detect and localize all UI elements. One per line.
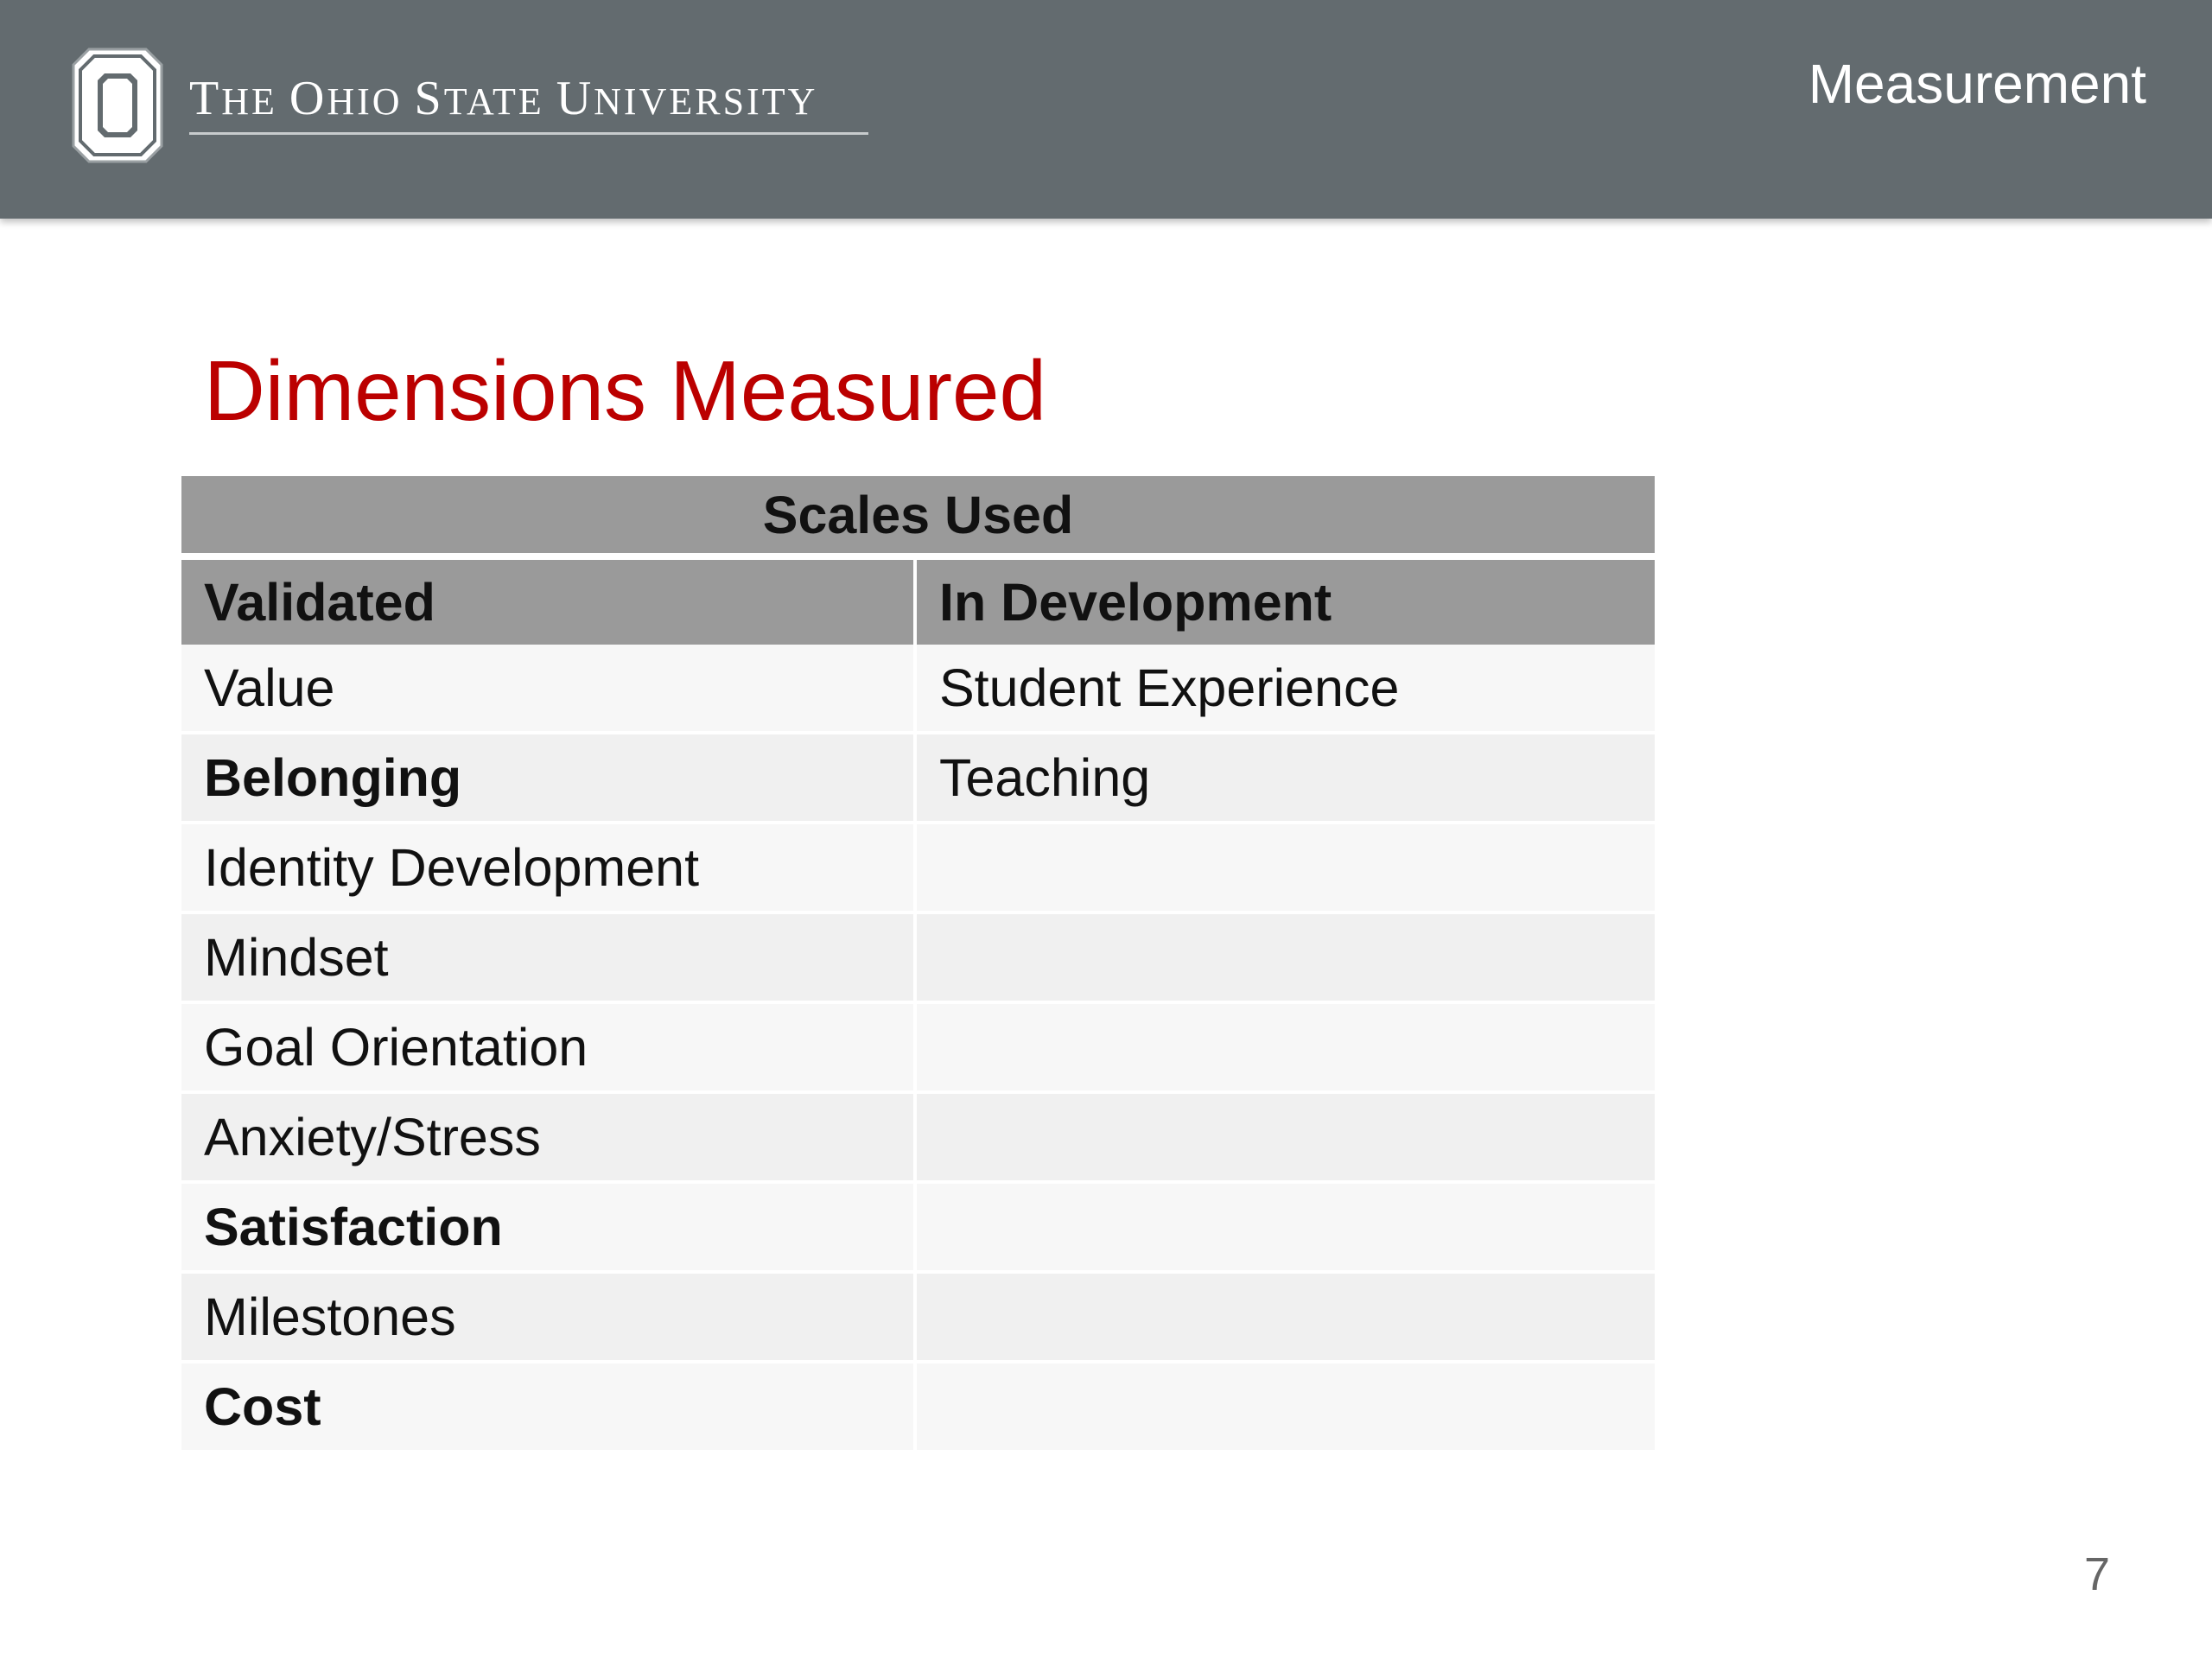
cell-validated: Goal Orientation [181, 1004, 917, 1094]
cell-in-development [917, 1363, 1655, 1453]
cell-in-development [917, 1094, 1655, 1184]
table-row: Value Student Experience [181, 645, 1655, 734]
cell-in-development [917, 1004, 1655, 1094]
cell-validated: Milestones [181, 1274, 917, 1363]
table-row: Satisfaction [181, 1184, 1655, 1274]
cell-validated: Belonging [181, 734, 917, 824]
table-row: Goal Orientation [181, 1004, 1655, 1094]
table-title: Scales Used [181, 476, 1655, 560]
cell-in-development [917, 1274, 1655, 1363]
slide-header: THE OHIO STATE UNIVERSITY Measurement [0, 0, 2212, 219]
table-row: Cost [181, 1363, 1655, 1453]
block-o-logo-icon [72, 48, 163, 163]
table-body: Value Student Experience Belonging Teaching… [181, 645, 1655, 1453]
cell-validated: Satisfaction [181, 1184, 917, 1274]
section-label: Measurement [1808, 53, 2146, 115]
table-row: Identity Development [181, 824, 1655, 914]
column-header-validated: Validated [181, 560, 917, 645]
wordmark-underline [189, 132, 868, 135]
table-row: Milestones [181, 1274, 1655, 1363]
scales-table: Scales Used Validated In Development Val… [181, 476, 1655, 1453]
column-header-in-development: In Development [917, 560, 1655, 645]
table-row: Anxiety/Stress [181, 1094, 1655, 1184]
cell-validated: Anxiety/Stress [181, 1094, 917, 1184]
cell-validated: Value [181, 645, 917, 734]
table-row: Mindset [181, 914, 1655, 1004]
cell-validated: Mindset [181, 914, 917, 1004]
university-wordmark: THE OHIO STATE UNIVERSITY [189, 72, 818, 125]
page-number: 7 [2083, 1548, 2110, 1600]
cell-in-development: Teaching [917, 734, 1655, 824]
cell-in-development [917, 914, 1655, 1004]
table-row: Belonging Teaching [181, 734, 1655, 824]
cell-validated: Identity Development [181, 824, 917, 914]
table-title-row: Scales Used [181, 476, 1655, 560]
cell-in-development: Student Experience [917, 645, 1655, 734]
cell-in-development [917, 1184, 1655, 1274]
table-header-row: Validated In Development [181, 560, 1655, 645]
cell-in-development [917, 824, 1655, 914]
slide-title: Dimensions Measured [204, 343, 1046, 438]
cell-validated: Cost [181, 1363, 917, 1453]
